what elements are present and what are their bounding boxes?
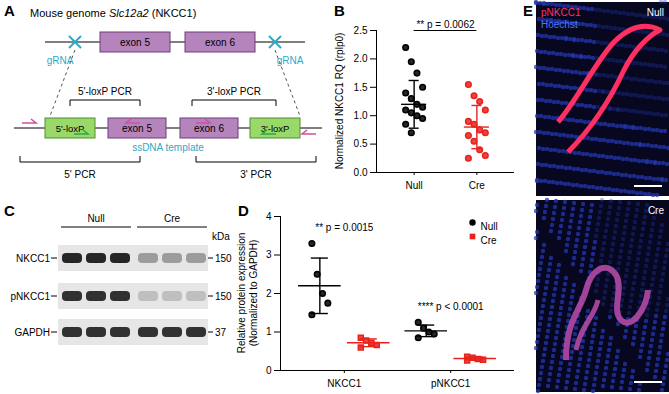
svg-text:exon 5: exon 5: [120, 37, 150, 48]
svg-text:5' PCR: 5' PCR: [64, 169, 95, 180]
svg-text:NKCC1: NKCC1: [327, 378, 361, 389]
html-text:B: B: [334, 2, 345, 19]
html-text:C: C: [4, 202, 15, 219]
svg-text:3'-loxP PCR: 3'-loxP PCR: [207, 86, 261, 97]
svg-text:0.5: 0.5: [354, 138, 368, 149]
svg-text:NKCC1: NKCC1: [16, 253, 50, 264]
svg-text:Null: Null: [87, 213, 104, 224]
svg-text:pNKCC1: pNKCC1: [541, 7, 581, 18]
svg-text:kDa: kDa: [212, 231, 230, 242]
svg-text:** p = 0.0062: ** p = 0.0062: [416, 19, 475, 30]
svg-text:pNKCC1: pNKCC1: [431, 378, 471, 389]
svg-text:3'-loxP: 3'-loxP: [261, 123, 290, 134]
svg-text:gRNA: gRNA: [47, 55, 74, 66]
svg-text:Null: Null: [481, 221, 498, 232]
svg-text:Null: Null: [647, 7, 664, 18]
svg-text:Normalized NKCC1 RQ (rplp0): Normalized NKCC1 RQ (rplp0): [334, 33, 345, 170]
svg-text:gRNA: gRNA: [277, 55, 304, 66]
svg-text:Mouse genome Slc12a2 (NKCC1): Mouse genome Slc12a2 (NKCC1): [30, 7, 196, 19]
svg-text:4: 4: [266, 211, 272, 222]
svg-text:3' PCR: 3' PCR: [240, 169, 271, 180]
svg-text:pNKCC1: pNKCC1: [11, 291, 51, 302]
html-text:D: D: [238, 202, 249, 219]
html-text:E: E: [523, 2, 533, 19]
svg-text:0: 0: [266, 365, 272, 376]
svg-text:1.0: 1.0: [354, 110, 368, 121]
svg-text:exon 6: exon 6: [194, 123, 224, 134]
svg-text:**** p < 0.0001: **** p < 0.0001: [418, 301, 484, 312]
svg-text:Relative protein expression(No: Relative protein expression(Normalized t…: [236, 233, 259, 354]
svg-text:GAPDH: GAPDH: [14, 327, 50, 338]
svg-text:3: 3: [266, 249, 272, 260]
svg-text:2.5: 2.5: [354, 25, 368, 36]
svg-text:2: 2: [266, 288, 272, 299]
svg-text:5'-loxP PCR: 5'-loxP PCR: [78, 86, 132, 97]
html-text:A: A: [4, 2, 15, 19]
svg-text:0.0: 0.0: [354, 167, 368, 178]
svg-text:Cre: Cre: [648, 205, 665, 216]
svg-text:Cre: Cre: [164, 213, 181, 224]
svg-text:ssDNA template: ssDNA template: [132, 142, 204, 153]
svg-text:5'-loxP: 5'-loxP: [56, 123, 85, 134]
svg-text:Cre: Cre: [469, 180, 486, 191]
svg-text:1.5: 1.5: [354, 82, 368, 93]
svg-text:exon 6: exon 6: [205, 37, 235, 48]
svg-text:1: 1: [266, 326, 272, 337]
svg-text:37: 37: [215, 327, 227, 338]
svg-text:Hoechst: Hoechst: [541, 19, 578, 30]
svg-text:2.0: 2.0: [354, 53, 368, 64]
svg-text:** p = 0.0015: ** p = 0.0015: [315, 222, 374, 233]
svg-text:Cre: Cre: [481, 235, 498, 246]
svg-text:Null: Null: [406, 180, 423, 191]
svg-text:150: 150: [215, 291, 232, 302]
svg-text:exon 5: exon 5: [122, 123, 152, 134]
svg-text:150: 150: [215, 253, 232, 264]
